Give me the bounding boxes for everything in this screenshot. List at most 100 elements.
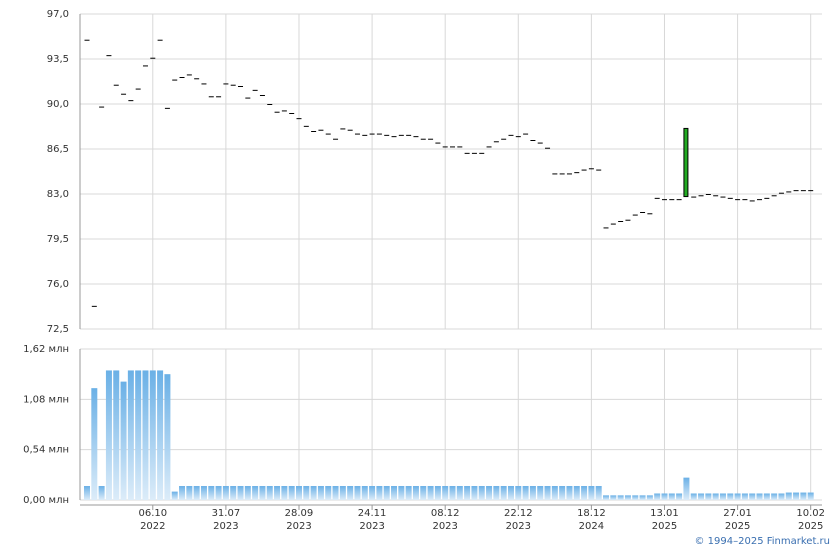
- candle: [457, 146, 463, 148]
- candle: [450, 146, 455, 148]
- x-tick-label-line: 2025: [798, 521, 823, 532]
- candle: [420, 138, 426, 140]
- x-tick-label-line: 2023: [506, 521, 531, 532]
- x-tick-label-line: 2022: [140, 521, 165, 532]
- volume-bar: [237, 486, 244, 500]
- candle: [406, 134, 412, 136]
- volume-bar: [427, 486, 434, 500]
- candle: [778, 192, 784, 194]
- volume-bar: [617, 495, 624, 500]
- volume-bar: [683, 477, 690, 500]
- x-tick-label: 24.11 2023: [358, 508, 387, 532]
- candle: [559, 173, 565, 175]
- volume-bar: [493, 486, 500, 500]
- y-tick-label: 93,5: [47, 54, 69, 65]
- y-tick-label: 1,08 млн: [23, 394, 69, 405]
- x-tick-label-line: 2023: [213, 521, 238, 532]
- volume-bar: [149, 370, 156, 500]
- volume-bar: [668, 493, 675, 500]
- volume-bar: [793, 492, 800, 500]
- y-tick-label: 0,00 млн: [23, 495, 69, 506]
- y-tick-label: 76,0: [47, 279, 69, 290]
- candle: [698, 195, 704, 197]
- x-tick-label-line: 13.01: [650, 508, 679, 519]
- y-tick-label: 0,54 млн: [23, 445, 69, 456]
- y-tick-label: 1,62 млн: [23, 344, 69, 355]
- volume-bar: [142, 370, 149, 500]
- volume-bar: [120, 381, 127, 500]
- candle: [603, 227, 609, 229]
- volume-bar: [449, 486, 456, 500]
- volume-bar: [639, 495, 646, 500]
- candle: [596, 169, 602, 171]
- candle: [640, 212, 646, 213]
- candle: [391, 136, 397, 138]
- candle: [99, 106, 105, 108]
- x-tick-label-line: 22.12: [504, 508, 533, 519]
- x-tick-label: 31.07 2023: [212, 508, 241, 532]
- candle: [625, 219, 631, 221]
- volume-bar: [310, 486, 317, 500]
- candle: [281, 110, 287, 112]
- candle: [749, 200, 755, 202]
- volume-bar: [332, 486, 339, 500]
- volume-bar: [559, 486, 566, 500]
- y-tick-label: 83,0: [47, 189, 69, 200]
- volume-bar: [486, 486, 493, 500]
- volume-bar: [456, 486, 463, 500]
- candle: [354, 133, 360, 135]
- x-tick-label-line: 2023: [432, 521, 457, 532]
- volume-bar: [215, 486, 222, 500]
- candle: [566, 173, 572, 175]
- volume-bar: [230, 486, 237, 500]
- volume-bar: [164, 374, 171, 500]
- x-tick-label-line: 2023: [286, 521, 311, 532]
- candle: [735, 199, 741, 201]
- volume-bar: [478, 486, 485, 500]
- volume-bar: [105, 370, 112, 500]
- candle: [347, 129, 353, 131]
- volume-bar: [529, 486, 536, 500]
- x-tick-label-line: 18.12: [577, 508, 606, 519]
- x-tick-label: 28.09 2023: [285, 508, 314, 532]
- candle: [661, 199, 667, 201]
- volume-bar: [654, 493, 661, 500]
- volume-bar: [763, 493, 770, 500]
- candle: [252, 89, 258, 91]
- candle: [574, 172, 580, 174]
- volume-bar: [266, 486, 273, 500]
- candle: [150, 57, 156, 59]
- candle: [471, 152, 477, 154]
- volume-bar: [135, 370, 142, 500]
- volume-bar: [471, 486, 478, 500]
- volume-bar: [347, 486, 354, 500]
- x-tick-label: 13.01 2025: [650, 508, 679, 532]
- x-tick-label-line: 28.09: [285, 508, 314, 519]
- x-tick-label: 18.12 2024: [577, 508, 606, 532]
- candle: [654, 197, 660, 199]
- volume-bar: [551, 486, 558, 500]
- x-tick-label: 06.10 2022: [138, 508, 167, 532]
- candle: [274, 111, 280, 113]
- volume-bar: [800, 492, 807, 500]
- x-tick-label: 10.02 2025: [796, 508, 825, 532]
- volume-bar: [259, 486, 266, 500]
- volume-bar: [756, 493, 763, 500]
- volume-bar: [91, 388, 98, 500]
- candle: [311, 131, 317, 132]
- volume-bar: [778, 493, 785, 500]
- candle: [508, 134, 514, 136]
- candle: [289, 113, 295, 114]
- candle: [318, 129, 324, 131]
- candle: [713, 195, 719, 197]
- candle: [523, 133, 529, 135]
- candle: [164, 107, 170, 109]
- candle: [588, 168, 594, 170]
- volume-bar: [515, 486, 522, 500]
- volume-bar: [157, 370, 164, 500]
- volume-bar: [193, 486, 200, 500]
- volume-bar: [325, 486, 332, 500]
- candle: [676, 199, 682, 201]
